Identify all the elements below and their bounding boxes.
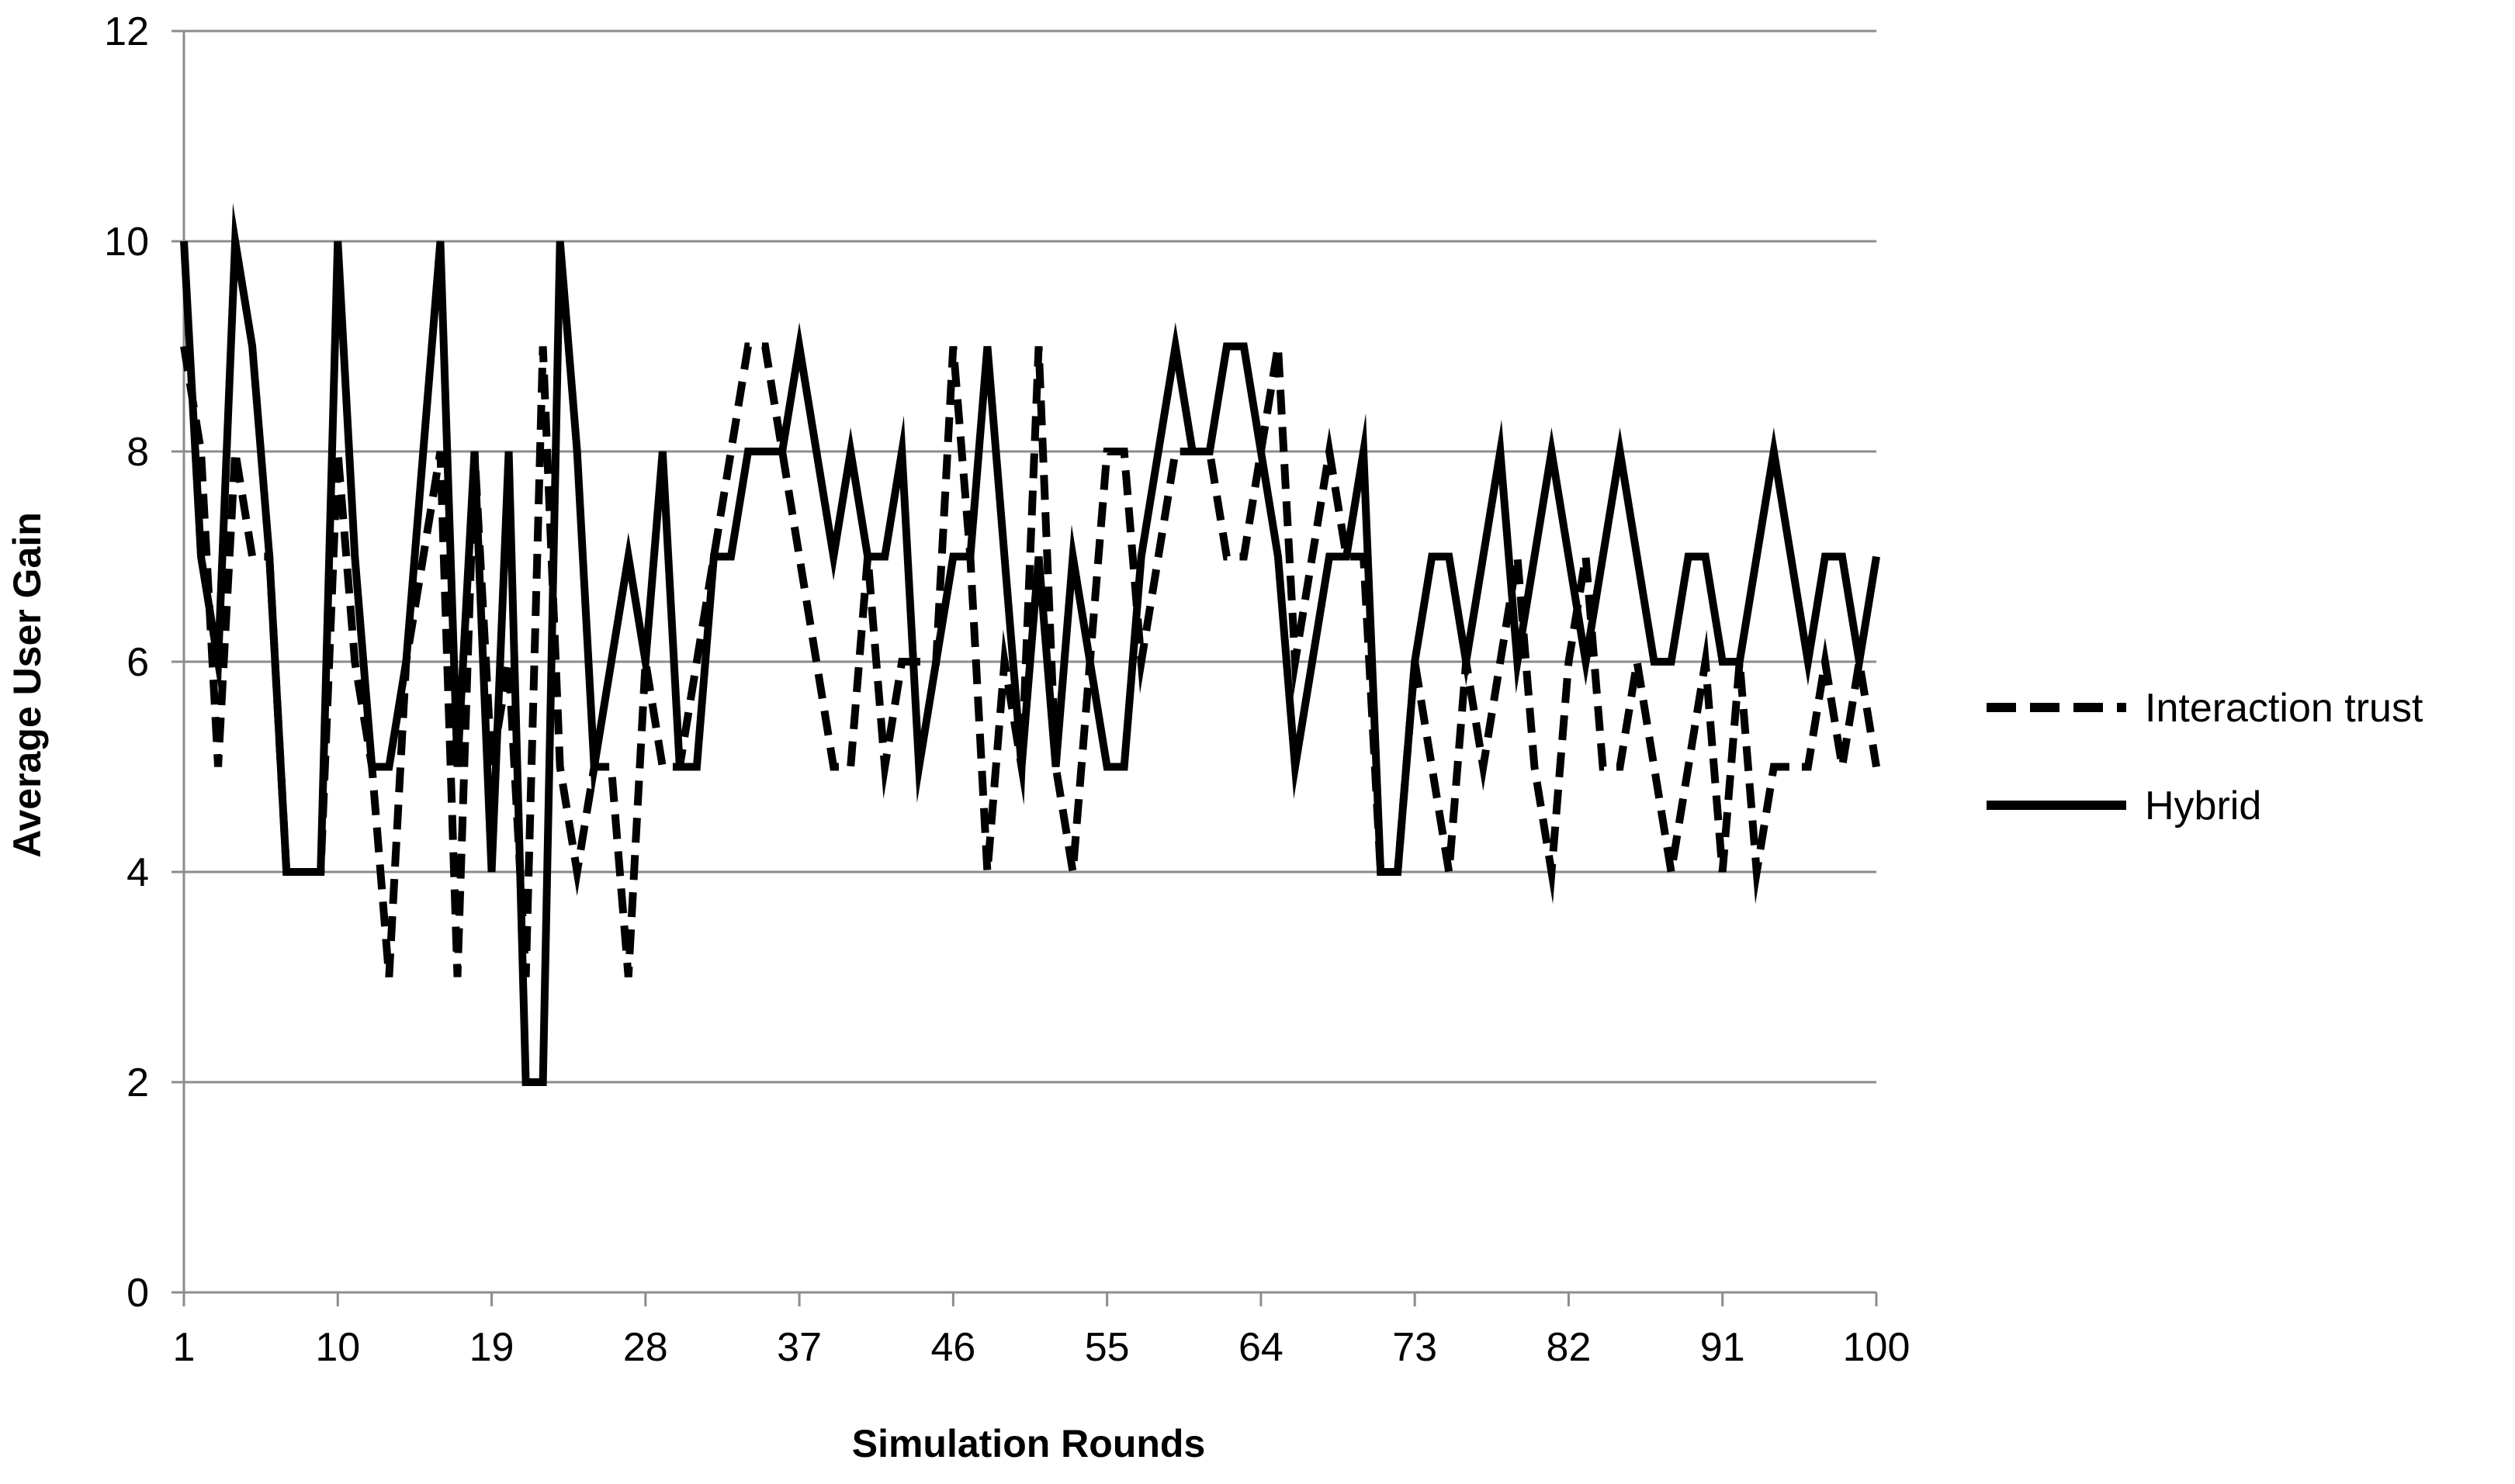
y-tick-label: 4 xyxy=(126,850,149,895)
x-tick-label: 64 xyxy=(1238,1325,1283,1370)
x-tick-label: 55 xyxy=(1085,1325,1130,1370)
axes xyxy=(171,29,1878,1306)
x-tick-labels: 1 10 19 28 37 46 55 64 73 82 91 100 xyxy=(173,1325,1910,1370)
y-tick-label: 0 xyxy=(126,1271,149,1316)
x-tick-label: 19 xyxy=(469,1325,514,1370)
legend-label: Hybrid xyxy=(2145,784,2261,828)
gridlines xyxy=(184,29,1876,1084)
x-tick-label: 82 xyxy=(1547,1325,1592,1370)
x-axis-title: Simulation Rounds xyxy=(852,1422,1206,1465)
x-tick-label: 1 xyxy=(173,1325,196,1370)
x-tick-label: 91 xyxy=(1700,1325,1745,1370)
y-tick-label: 8 xyxy=(126,430,149,475)
x-tick-label: 100 xyxy=(1843,1325,1910,1370)
series-lines xyxy=(180,202,1880,1086)
y-tick-labels: 0 2 4 6 8 10 12 xyxy=(104,9,149,1316)
y-tick-label: 6 xyxy=(126,640,149,685)
x-tick-label: 73 xyxy=(1392,1325,1437,1370)
legend-label: Interaction trust xyxy=(2145,686,2423,731)
series-line-interaction-trust xyxy=(180,310,1880,977)
y-tick-label: 2 xyxy=(126,1060,149,1105)
x-tick-label: 37 xyxy=(777,1325,822,1370)
legend: Interaction trust Hybrid xyxy=(1987,686,2423,828)
x-tick-label: 28 xyxy=(623,1325,668,1370)
y-tick-label: 10 xyxy=(104,220,149,265)
y-tick-label: 12 xyxy=(104,9,149,54)
series-line-hybrid xyxy=(180,202,1880,1086)
x-tick-label: 46 xyxy=(930,1325,975,1370)
x-tick-label: 10 xyxy=(315,1325,360,1370)
y-axis-title: Average User Gain xyxy=(5,512,49,858)
